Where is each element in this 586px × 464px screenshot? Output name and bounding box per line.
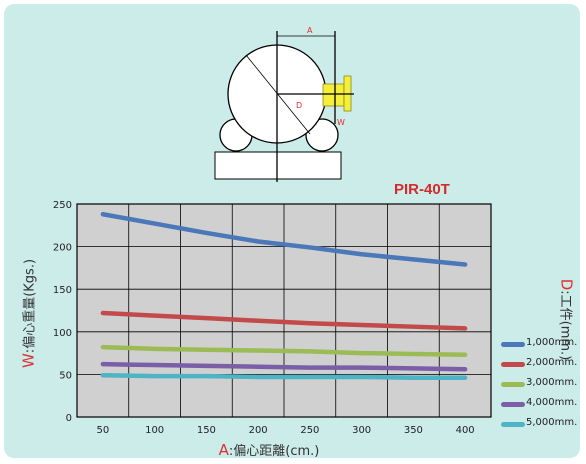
chart-svg: A D W 0 50 100 150 200 250 50 100 150 200 250 300 35… xyxy=(53,26,492,436)
series-line xyxy=(100,373,468,381)
x-tick-label: 250 xyxy=(300,425,319,436)
diagram-base xyxy=(214,151,342,180)
series-line xyxy=(100,211,468,267)
x-tick-label: 400 xyxy=(456,425,475,436)
legend-label: 4,000mm. xyxy=(526,397,578,408)
x-axis-label-accent: A xyxy=(218,441,229,458)
x-axis-label-text: :偏心距離(cm.) xyxy=(228,444,320,458)
legend-swatch xyxy=(501,382,525,387)
legend-label: 5,000mm. xyxy=(526,417,578,428)
y-axis-label-text: :偏心重量(Kgs.) xyxy=(22,258,38,354)
diagram-weight-block xyxy=(322,83,345,107)
series-line xyxy=(100,344,468,358)
x-tick-label: 50 xyxy=(97,425,110,436)
y-tick-label: 100 xyxy=(53,328,72,339)
x-tick-label: 150 xyxy=(197,425,216,436)
diagram-d-dimension xyxy=(245,54,311,135)
x-axis-label: A:偏心距離(cm.) xyxy=(184,440,354,458)
legend-label: 3,000mm. xyxy=(526,377,578,388)
chart-panel: A D W 0 50 100 150 200 250 50 100 150 200 250 300 35… xyxy=(4,4,580,458)
y-tick-label: 0 xyxy=(66,413,72,424)
x-tick-label: 350 xyxy=(404,425,423,436)
series-line xyxy=(100,310,468,331)
x-tick-label: 300 xyxy=(352,425,371,436)
legend-swatch xyxy=(501,362,525,367)
chart-title: PIR-40T xyxy=(394,181,450,198)
legend-swatch xyxy=(501,402,525,407)
legend-label: 1,000mm. xyxy=(526,337,578,348)
y-tick-label: 250 xyxy=(53,200,72,211)
legend-swatch xyxy=(501,342,525,347)
y-tick-label: 200 xyxy=(53,243,72,254)
series-axis-label-accent: D xyxy=(557,278,576,291)
legend-swatch xyxy=(501,422,525,427)
y-axis-label-accent: W xyxy=(19,353,38,369)
x-tick-label: 100 xyxy=(145,425,164,436)
diagram-w-label: W xyxy=(337,118,345,127)
y-tick-label: 150 xyxy=(53,285,72,296)
diagram-d-label: D xyxy=(296,101,302,110)
eccentric-diagram: A D W xyxy=(214,26,354,182)
plot-area: 0 50 100 150 200 250 50 100 150 200 250 300 350 400 xyxy=(53,200,492,436)
legend-label: 2,000mm. xyxy=(526,357,578,368)
x-tick-label: 200 xyxy=(249,425,268,436)
y-axis-label: W:偏心重量(Kgs.) xyxy=(19,194,38,434)
series-line xyxy=(100,361,468,372)
series-axis-label-text: :工件(mm.) xyxy=(557,290,573,361)
y-tick-label: 50 xyxy=(59,370,72,381)
diagram-a-label: A xyxy=(307,26,313,35)
